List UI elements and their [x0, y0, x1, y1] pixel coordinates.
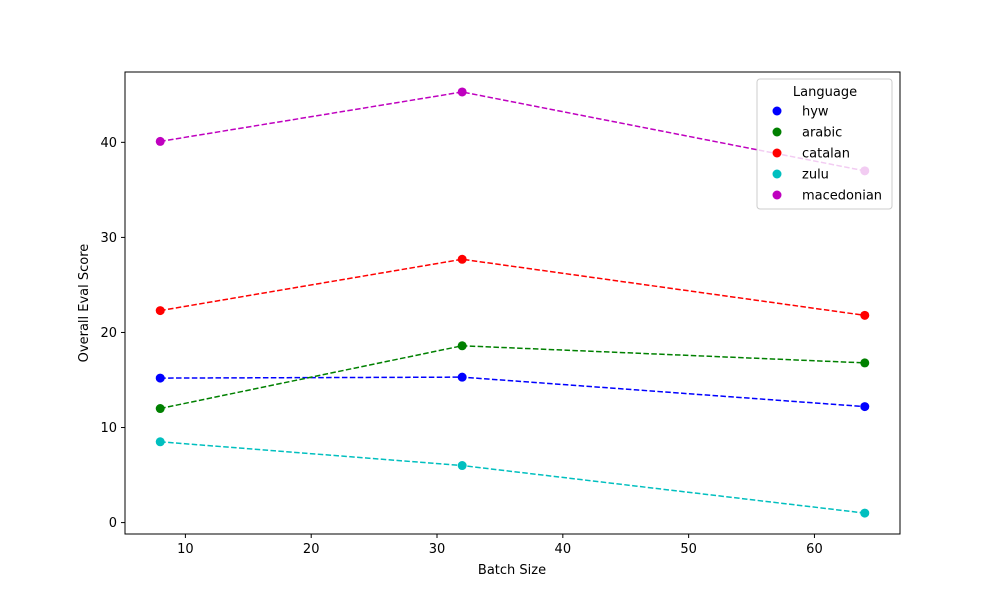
data-point-macedonian — [457, 87, 467, 97]
series-hyw — [155, 372, 870, 412]
series-zulu — [155, 437, 870, 518]
series-catalan — [155, 254, 870, 320]
legend-title: Language — [793, 85, 857, 100]
series-line-catalan — [160, 258, 865, 317]
legend-marker — [772, 148, 782, 158]
legend-items: hyw arabic catalan zulu macedonian — [772, 105, 882, 204]
data-point-arabic — [860, 358, 870, 368]
series-layer — [155, 87, 870, 518]
x-tick-label: 30 — [429, 542, 446, 557]
x-tick-label: 50 — [680, 542, 697, 557]
y-tick-label: 10 — [100, 421, 117, 436]
data-point-hyw — [457, 372, 467, 382]
legend-item-catalan: catalan — [772, 147, 850, 162]
y-axis: 0 10 20 30 40 — [100, 136, 125, 531]
x-tick-label: 40 — [555, 542, 572, 557]
data-point-zulu — [457, 461, 467, 471]
data-point-arabic — [155, 404, 165, 414]
legend-box — [756, 78, 893, 210]
y-tick-label: 20 — [100, 326, 117, 341]
x-tick-label: 10 — [177, 542, 194, 557]
x-tick-label: 60 — [806, 542, 823, 557]
legend-label: catalan — [802, 147, 850, 162]
legend-marker — [772, 106, 782, 116]
x-tick-label: 20 — [303, 542, 320, 557]
legend-item-macedonian: macedonian — [772, 189, 882, 204]
series-line-macedonian — [160, 91, 865, 172]
legend: Language hyw arabic catalan zulu macedonian — [756, 78, 893, 210]
legend-marker — [772, 169, 782, 179]
legend-label: hyw — [802, 105, 829, 120]
legend-marker — [772, 127, 782, 137]
y-tick-label: 30 — [100, 231, 117, 246]
series-arabic — [155, 341, 870, 414]
data-point-catalan — [457, 254, 467, 264]
data-point-hyw — [155, 373, 165, 383]
data-point-zulu — [155, 437, 165, 447]
x-axis-label: Batch Size — [478, 563, 546, 578]
legend-label: arabic — [802, 126, 842, 141]
legend-item-hyw: hyw — [772, 105, 829, 120]
legend-label: macedonian — [802, 189, 882, 204]
legend-label: zulu — [802, 168, 829, 183]
data-point-arabic — [457, 341, 467, 351]
y-tick-label: 0 — [109, 516, 117, 531]
data-point-zulu — [860, 508, 870, 518]
data-point-catalan — [860, 310, 870, 320]
legend-marker — [772, 190, 782, 200]
legend-item-zulu: zulu — [772, 168, 829, 183]
legend-item-arabic: arabic — [772, 126, 842, 141]
data-point-macedonian — [155, 136, 165, 146]
data-point-hyw — [860, 402, 870, 412]
y-axis-label: Overall Eval Score — [77, 244, 92, 363]
y-tick-label: 40 — [100, 136, 117, 151]
x-axis: 10 20 30 40 50 60 — [177, 534, 823, 557]
data-point-catalan — [155, 306, 165, 316]
plot-area-frame — [124, 71, 901, 535]
